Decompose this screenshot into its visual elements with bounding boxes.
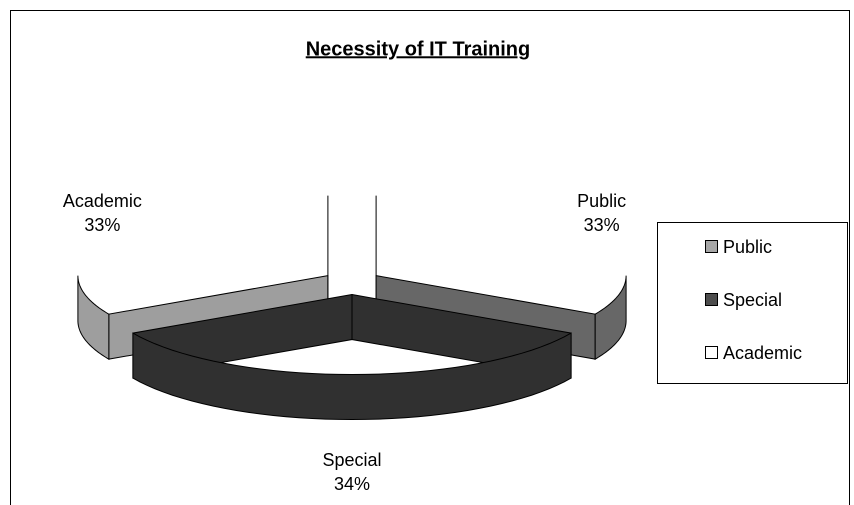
legend-label: Public — [723, 237, 772, 257]
chart-title: Necessity of IT Training — [306, 38, 531, 60]
legend-swatch — [705, 346, 718, 359]
slice-wall — [132, 332, 572, 421]
slice-wall — [77, 275, 110, 361]
legend-box — [657, 222, 848, 384]
data-label-value: 33% — [84, 215, 120, 235]
data-label-value: 34% — [334, 474, 370, 494]
data-label-name: Special — [322, 450, 381, 470]
legend-swatch — [705, 240, 718, 253]
data-label-value: 33% — [584, 215, 620, 235]
legend-label: Special — [723, 290, 782, 310]
slice-wall — [594, 275, 627, 361]
data-label-name: Academic — [63, 191, 142, 211]
data-label-name: Public — [577, 191, 626, 211]
legend-swatch — [705, 293, 718, 306]
legend-label: Academic — [723, 343, 802, 363]
